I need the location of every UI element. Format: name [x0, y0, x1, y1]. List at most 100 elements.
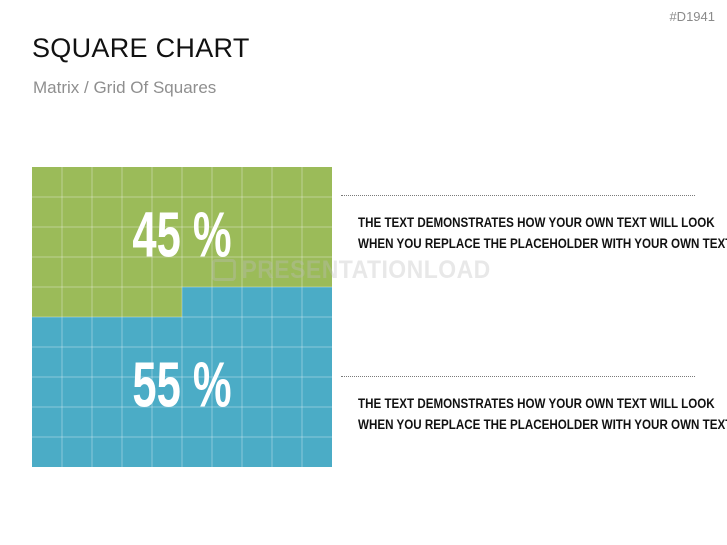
waffle-cell-series-2: [212, 317, 243, 348]
waffle-cell-series-2: [62, 407, 93, 438]
waffle-cell-series-1: [122, 197, 153, 228]
waffle-cell-series-1: [92, 287, 123, 318]
waffle-cell-series-2: [182, 407, 213, 438]
waffle-cell-series-1: [242, 197, 273, 228]
waffle-cell-series-1: [62, 257, 93, 288]
waffle-cell-series-2: [62, 317, 93, 348]
waffle-cell-series-2: [212, 287, 243, 318]
waffle-cell-series-2: [92, 377, 123, 408]
waffle-cell-series-1: [122, 257, 153, 288]
waffle-cell-series-1: [122, 287, 153, 318]
description-1-line-1: THE TEXT DEMONSTRATES HOW YOUR OWN TEXT …: [358, 215, 715, 230]
waffle-cell-series-2: [62, 437, 93, 467]
waffle-cell-series-1: [32, 257, 63, 288]
page-title: SQUARE CHART: [32, 33, 250, 63]
waffle-cell-series-2: [212, 407, 243, 438]
waffle-cell-series-1: [152, 287, 183, 318]
waffle-cell-series-2: [122, 377, 153, 408]
page-subtitle: Matrix / Grid Of Squares: [33, 78, 217, 97]
description-1: THE TEXT DEMONSTRATES HOW YOUR OWN TEXT …: [358, 212, 727, 254]
waffle-cell-series-1: [32, 197, 63, 228]
waffle-cell-series-2: [272, 437, 303, 467]
waffle-cell-series-2: [152, 437, 183, 467]
leader-line-1: [341, 195, 695, 196]
waffle-cell-series-1: [272, 167, 303, 198]
waffle-cell-series-1: [122, 227, 153, 258]
waffle-cell-series-2: [182, 287, 213, 318]
waffle-cell-series-2: [32, 407, 63, 438]
waffle-cell-series-1: [212, 227, 243, 258]
waffle-cell-series-1: [182, 227, 213, 258]
waffle-cell-series-2: [122, 437, 153, 467]
waffle-cell-series-1: [182, 257, 213, 288]
waffle-cell-series-2: [182, 317, 213, 348]
waffle-cell-series-2: [32, 437, 63, 467]
description-1-line-2: WHEN YOU REPLACE THE PLACEHOLDER WITH YO…: [358, 236, 727, 251]
waffle-cell-series-1: [302, 197, 332, 228]
waffle-cell-series-2: [302, 287, 332, 318]
waffle-cell-series-2: [122, 407, 153, 438]
waffle-cell-series-1: [152, 197, 183, 228]
waffle-cell-series-2: [122, 317, 153, 348]
waffle-cell-series-1: [32, 287, 63, 318]
waffle-cell-series-2: [242, 317, 273, 348]
waffle-cell-series-2: [92, 347, 123, 378]
waffle-cell-series-2: [62, 377, 93, 408]
waffle-cell-series-2: [212, 437, 243, 467]
waffle-cell-series-1: [92, 227, 123, 258]
waffle-cell-series-1: [152, 167, 183, 198]
waffle-cell-series-2: [182, 437, 213, 467]
waffle-cell-series-2: [302, 317, 332, 348]
waffle-cell-series-2: [32, 377, 63, 408]
waffle-cell-series-1: [302, 227, 332, 258]
waffle-cell-series-1: [152, 257, 183, 288]
waffle-cell-series-1: [302, 167, 332, 198]
square-chart: 45 % 55 %: [32, 167, 332, 467]
waffle-cell-series-2: [152, 347, 183, 378]
waffle-cell-series-1: [272, 197, 303, 228]
waffle-cell-series-1: [122, 167, 153, 198]
waffle-cell-series-2: [272, 377, 303, 408]
waffle-cell-series-1: [272, 257, 303, 288]
waffle-cell-series-1: [212, 257, 243, 288]
waffle-cell-series-1: [272, 227, 303, 258]
description-2: THE TEXT DEMONSTRATES HOW YOUR OWN TEXT …: [358, 393, 727, 435]
waffle-cell-series-1: [302, 257, 332, 288]
waffle-cell-series-2: [152, 377, 183, 408]
waffle-cell-series-1: [182, 197, 213, 228]
waffle-cell-series-1: [212, 197, 243, 228]
waffle-cell-series-1: [242, 257, 273, 288]
waffle-cell-series-1: [62, 287, 93, 318]
waffle-cell-series-1: [92, 167, 123, 198]
waffle-cell-series-2: [182, 347, 213, 378]
waffle-cell-series-2: [212, 347, 243, 378]
waffle-cell-series-2: [272, 347, 303, 378]
description-2-line-1: THE TEXT DEMONSTRATES HOW YOUR OWN TEXT …: [358, 396, 715, 411]
waffle-cell-series-1: [32, 227, 63, 258]
waffle-cell-series-2: [62, 347, 93, 378]
waffle-cell-series-1: [242, 227, 273, 258]
waffle-cell-series-2: [92, 407, 123, 438]
waffle-cell-series-2: [302, 377, 332, 408]
waffle-cell-series-2: [242, 437, 273, 467]
waffle-cell-series-2: [182, 377, 213, 408]
waffle-cell-series-2: [302, 407, 332, 438]
waffle-cell-series-1: [62, 167, 93, 198]
waffle-cell-series-1: [62, 197, 93, 228]
waffle-cell-series-1: [152, 227, 183, 258]
waffle-cell-series-2: [242, 287, 273, 318]
percent-label-2: 55 %: [132, 348, 231, 421]
waffle-cell-series-2: [272, 317, 303, 348]
waffle-cell-series-1: [32, 167, 63, 198]
waffle-cell-series-2: [32, 317, 63, 348]
waffle-cell-series-1: [182, 167, 213, 198]
waffle-cell-series-1: [62, 227, 93, 258]
waffle-cell-series-2: [302, 347, 332, 378]
waffle-cell-series-2: [242, 407, 273, 438]
waffle-cell-series-1: [92, 257, 123, 288]
waffle-cell-series-2: [92, 437, 123, 467]
waffle-cell-series-2: [32, 347, 63, 378]
waffle-cell-series-1: [212, 167, 243, 198]
waffle-cell-series-2: [272, 407, 303, 438]
leader-line-2: [341, 376, 695, 377]
